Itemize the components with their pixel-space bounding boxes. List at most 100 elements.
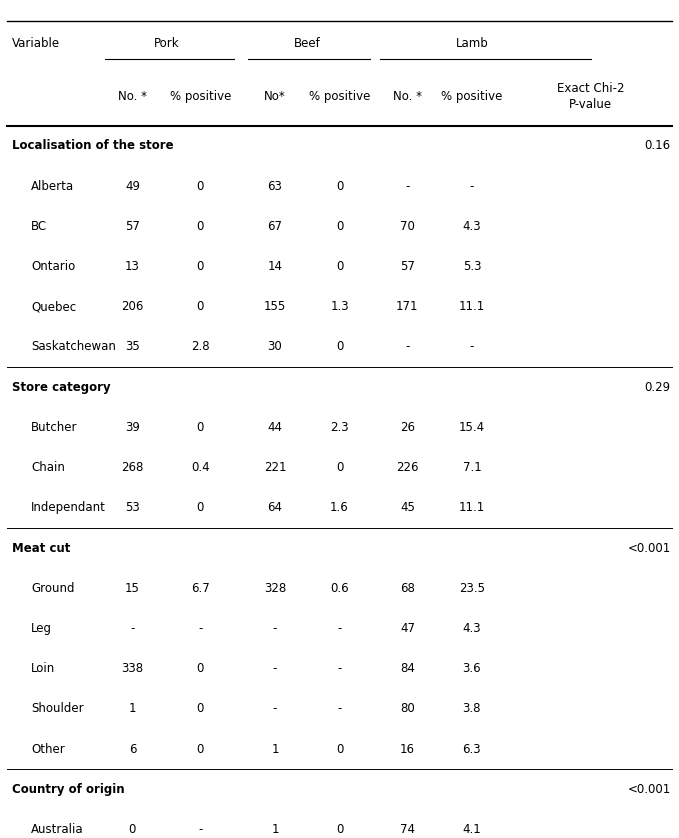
Text: Alberta: Alberta	[31, 179, 75, 193]
Text: 155: 155	[264, 300, 286, 313]
Text: 0: 0	[197, 300, 204, 313]
Text: Ground: Ground	[31, 582, 75, 595]
Text: 268: 268	[122, 461, 143, 474]
Text: 15: 15	[125, 582, 140, 595]
Text: 0: 0	[197, 501, 204, 515]
Text: Australia: Australia	[31, 823, 84, 836]
Text: 23.5: 23.5	[459, 582, 485, 595]
Text: Pork: Pork	[153, 38, 179, 50]
Text: -: -	[273, 662, 277, 675]
Text: -: -	[470, 179, 474, 193]
Text: 328: 328	[264, 582, 286, 595]
Text: 68: 68	[400, 582, 415, 595]
Text: Chain: Chain	[31, 461, 65, 474]
Text: Variable: Variable	[12, 38, 60, 50]
Text: 221: 221	[263, 461, 287, 474]
Text: No. *: No. *	[393, 90, 422, 103]
Text: -: -	[470, 340, 474, 354]
Text: 0: 0	[197, 662, 204, 675]
Text: 11.1: 11.1	[459, 501, 485, 515]
Text: 0.6: 0.6	[330, 582, 349, 595]
Text: BC: BC	[31, 220, 48, 233]
Text: 6: 6	[128, 742, 136, 756]
Text: 70: 70	[400, 220, 415, 233]
Text: 2.8: 2.8	[191, 340, 210, 354]
Text: Store category: Store category	[12, 380, 111, 394]
Text: 1: 1	[271, 823, 279, 836]
Text: 0: 0	[197, 742, 204, 756]
Text: Independant: Independant	[31, 501, 106, 515]
Text: -: -	[337, 622, 342, 635]
Text: 30: 30	[268, 340, 282, 354]
Text: <0.001: <0.001	[627, 783, 671, 796]
Text: 13: 13	[125, 260, 140, 273]
Text: 6.7: 6.7	[191, 582, 210, 595]
Text: 7.1: 7.1	[462, 461, 481, 474]
Text: 4.3: 4.3	[462, 220, 481, 233]
Text: Exact Chi-2
P-value: Exact Chi-2 P-value	[557, 82, 625, 111]
Text: 1.3: 1.3	[330, 300, 349, 313]
Text: 45: 45	[400, 501, 415, 515]
Text: 0: 0	[197, 702, 204, 716]
Text: 3.6: 3.6	[462, 662, 481, 675]
Text: 57: 57	[400, 260, 415, 273]
Text: 0: 0	[336, 823, 343, 836]
Text: 53: 53	[125, 501, 140, 515]
Text: 0.4: 0.4	[191, 461, 210, 474]
Text: 57: 57	[125, 220, 140, 233]
Text: 1: 1	[271, 742, 279, 756]
Text: Other: Other	[31, 742, 65, 756]
Text: No*: No*	[264, 90, 286, 103]
Text: 63: 63	[268, 179, 282, 193]
Text: Ontario: Ontario	[31, 260, 75, 273]
Text: % positive: % positive	[170, 90, 231, 103]
Text: -: -	[273, 702, 277, 716]
Text: 80: 80	[400, 702, 415, 716]
Text: 2.3: 2.3	[330, 421, 349, 434]
Text: 0: 0	[336, 220, 343, 233]
Text: 74: 74	[400, 823, 415, 836]
Text: 171: 171	[396, 300, 419, 313]
Text: 67: 67	[268, 220, 282, 233]
Text: 4.1: 4.1	[462, 823, 481, 836]
Text: -: -	[405, 340, 409, 354]
Text: 16: 16	[400, 742, 415, 756]
Text: Leg: Leg	[31, 622, 52, 635]
Text: Quebec: Quebec	[31, 300, 76, 313]
Text: Localisation of the store: Localisation of the store	[12, 139, 174, 153]
Text: Lamb: Lamb	[456, 38, 488, 50]
Text: % positive: % positive	[441, 90, 502, 103]
Text: 0: 0	[197, 179, 204, 193]
Text: 0: 0	[197, 220, 204, 233]
Text: Shoulder: Shoulder	[31, 702, 84, 716]
Text: -: -	[198, 823, 202, 836]
Text: 64: 64	[268, 501, 282, 515]
Text: 47: 47	[400, 622, 415, 635]
Text: Meat cut: Meat cut	[12, 541, 71, 555]
Text: 0: 0	[336, 260, 343, 273]
Text: 14: 14	[268, 260, 282, 273]
Text: 0: 0	[197, 260, 204, 273]
Text: Beef: Beef	[293, 38, 320, 50]
Text: -: -	[337, 662, 342, 675]
Text: % positive: % positive	[309, 90, 370, 103]
Text: 0.29: 0.29	[645, 380, 671, 394]
Text: 1: 1	[128, 702, 136, 716]
Text: 26: 26	[400, 421, 415, 434]
Text: <0.001: <0.001	[627, 541, 671, 555]
Text: 4.3: 4.3	[462, 622, 481, 635]
Text: -: -	[130, 622, 134, 635]
Text: -: -	[405, 179, 409, 193]
Text: 6.3: 6.3	[462, 742, 481, 756]
Text: 49: 49	[125, 179, 140, 193]
Text: Loin: Loin	[31, 662, 56, 675]
Text: 0: 0	[336, 179, 343, 193]
Text: 206: 206	[122, 300, 143, 313]
Text: 5.3: 5.3	[462, 260, 481, 273]
Text: 44: 44	[268, 421, 282, 434]
Text: -: -	[337, 702, 342, 716]
Text: 11.1: 11.1	[459, 300, 485, 313]
Text: 0: 0	[197, 421, 204, 434]
Text: Saskatchewan: Saskatchewan	[31, 340, 116, 354]
Text: 226: 226	[396, 461, 419, 474]
